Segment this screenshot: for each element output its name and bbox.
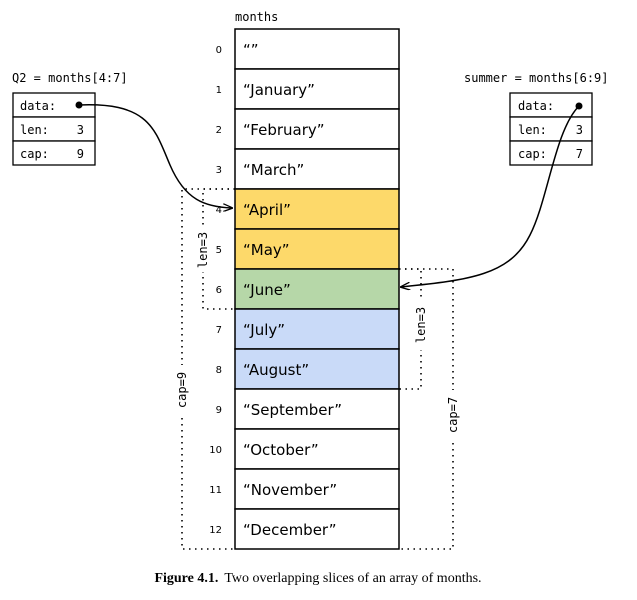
- cell-index: 2: [216, 125, 222, 136]
- cell-index: 11: [209, 485, 222, 496]
- summer-cap-bracket: [399, 268, 454, 550]
- cell-index: 4: [216, 205, 222, 216]
- cell-value: “August”: [243, 361, 309, 379]
- q2-len-label: len=3: [196, 232, 210, 268]
- array-cell: [234, 108, 400, 150]
- cell-index: 3: [216, 165, 222, 176]
- array-cell: [234, 348, 400, 390]
- summer-len-value: 3: [576, 123, 583, 137]
- summer-len-field: len:: [518, 123, 547, 137]
- months-array: “” 0 “January” 1 “February” 2 “March” 3 “April” 4…: [209, 28, 400, 550]
- cell-index: 1: [216, 85, 222, 96]
- summer-len-label: len=3: [414, 307, 428, 343]
- cell-index: 8: [216, 365, 222, 376]
- q2-len-bracket: [202, 188, 235, 310]
- q2-data-label: data:: [20, 99, 56, 113]
- cell-index: 5: [216, 245, 222, 256]
- caption-text: Two overlapping slices of an array of mo…: [224, 571, 481, 586]
- cell-value: “June”: [243, 281, 291, 299]
- array-cell: [234, 28, 400, 70]
- cell-value: “February”: [243, 121, 325, 139]
- summer-pointer-arrow: [401, 105, 580, 287]
- q2-len-value: 3: [77, 123, 84, 137]
- q2-pointer-arrow: [78, 104, 232, 208]
- cell-index: 12: [209, 525, 222, 536]
- cell-value: “July”: [243, 321, 285, 339]
- array-cell: [234, 428, 400, 470]
- q2-cap-value: 9: [77, 147, 84, 161]
- cell-value: “”: [243, 41, 259, 59]
- cell-value: “October”: [243, 441, 319, 459]
- cell-value: “September”: [243, 401, 342, 419]
- q2-slice-header: [12, 92, 96, 166]
- array-cell: [234, 468, 400, 510]
- cell-value: “April”: [243, 201, 291, 219]
- cell-index: 7: [216, 325, 222, 336]
- summer-cap-field: cap:: [518, 147, 547, 161]
- summer-label: summer = months[6:9]: [464, 71, 609, 85]
- summer-slice-header: [509, 92, 593, 166]
- q2-label: Q2 = months[4:7]: [12, 71, 128, 85]
- array-cell: [234, 188, 400, 230]
- array-cell: [234, 508, 400, 550]
- cell-value: “March”: [243, 161, 304, 179]
- figure-caption: Figure 4.1. Two overlapping slices of an …: [154, 571, 481, 586]
- summer-cap-value: 7: [576, 147, 583, 161]
- array-label: months: [235, 10, 278, 24]
- summer-cap-label: cap=7: [446, 397, 460, 433]
- cell-index: 0: [216, 45, 222, 56]
- cell-value: “May”: [243, 241, 290, 259]
- q2-cap-bracket: [181, 188, 235, 550]
- array-cell: [234, 388, 400, 430]
- summer-data-label: data:: [518, 99, 554, 113]
- cell-index: 10: [209, 445, 222, 456]
- cell-value: “January”: [243, 81, 315, 99]
- cell-index: 6: [216, 285, 222, 296]
- cell-value: “November”: [243, 481, 337, 499]
- q2-cap-label: cap=9: [175, 372, 189, 408]
- cell-value: “December”: [243, 521, 337, 539]
- q2-cap-field: cap:: [20, 147, 49, 161]
- cell-index: 9: [216, 405, 222, 416]
- q2-len-field: len:: [20, 123, 49, 137]
- array-cell: [234, 68, 400, 110]
- figure-number: Figure 4.1.: [154, 571, 218, 586]
